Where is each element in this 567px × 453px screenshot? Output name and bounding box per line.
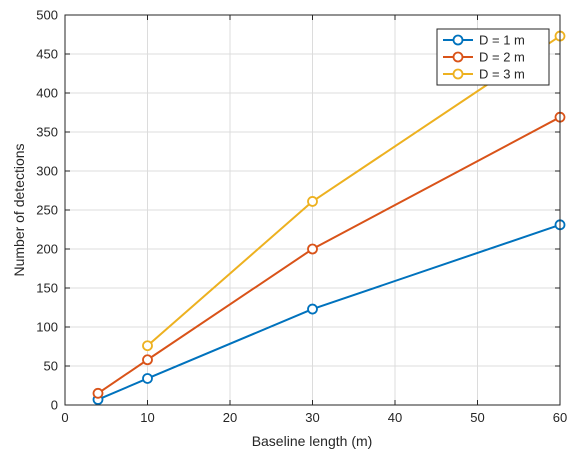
data-point bbox=[307, 243, 318, 255]
x-tick-label: 60 bbox=[553, 410, 567, 425]
y-tick-label: 350 bbox=[36, 125, 58, 140]
y-tick-label: 150 bbox=[36, 281, 58, 296]
series-line bbox=[97, 116, 561, 395]
y-tick-label: 250 bbox=[36, 203, 58, 218]
data-point bbox=[307, 303, 318, 315]
legend-marker bbox=[452, 34, 464, 46]
series-layer bbox=[92, 30, 566, 405]
x-tick-label: 30 bbox=[305, 410, 319, 425]
data-point bbox=[142, 340, 153, 352]
x-tick-label: 10 bbox=[140, 410, 154, 425]
data-point bbox=[307, 196, 318, 207]
data-point bbox=[92, 387, 104, 399]
legend-label: D = 3 m bbox=[479, 67, 525, 82]
y-tick-label: 200 bbox=[36, 242, 58, 257]
legend-label: D = 1 m bbox=[479, 33, 525, 48]
legend-marker bbox=[452, 68, 464, 80]
x-tick-label: 0 bbox=[61, 410, 68, 425]
x-tick-label: 20 bbox=[223, 410, 237, 425]
legend-item: D = 1 m bbox=[443, 33, 525, 48]
series-3 bbox=[142, 30, 566, 352]
y-tick-label: 100 bbox=[36, 320, 58, 335]
y-tick-label: 400 bbox=[36, 86, 58, 101]
legend-marker bbox=[452, 51, 464, 63]
legend: D = 1 m D = 2 m D = 3 m bbox=[436, 28, 550, 86]
y-axis-ticks: 0 50 100 150 200 250 300 350 400 450 500 bbox=[36, 8, 560, 413]
series-line bbox=[97, 223, 561, 401]
legend-item: D = 2 m bbox=[443, 50, 525, 65]
x-axis-ticks: 0 10 20 30 40 50 60 bbox=[61, 15, 567, 425]
y-axis-label: Number of detections bbox=[11, 143, 27, 276]
x-tick-label: 40 bbox=[388, 410, 402, 425]
data-point bbox=[142, 373, 153, 384]
x-axis-label: Baseline length (m) bbox=[252, 433, 373, 449]
y-tick-label: 500 bbox=[36, 8, 58, 23]
data-point bbox=[142, 354, 153, 366]
y-tick-label: 300 bbox=[36, 164, 58, 179]
legend-label: D = 2 m bbox=[479, 50, 525, 65]
y-tick-label: 450 bbox=[36, 47, 58, 62]
legend-item: D = 3 m bbox=[443, 67, 525, 82]
x-tick-label: 50 bbox=[470, 410, 484, 425]
y-tick-label: 50 bbox=[44, 359, 58, 374]
y-tick-label: 0 bbox=[51, 398, 58, 413]
